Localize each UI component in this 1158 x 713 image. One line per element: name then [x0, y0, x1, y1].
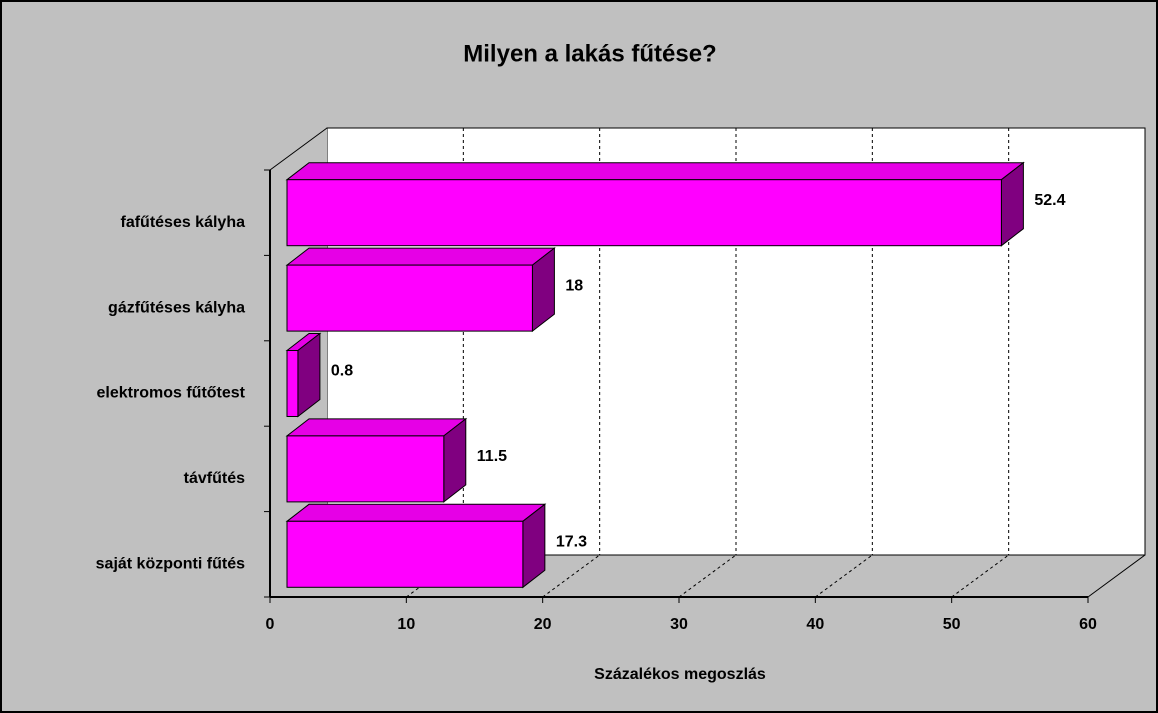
bar	[286, 520, 524, 588]
axis-line	[269, 127, 328, 171]
x-tick-label: 30	[670, 616, 688, 633]
value-label: 11.5	[477, 448, 507, 465]
x-tick-label: 0	[266, 616, 275, 633]
y-tick-label: távfűtés	[184, 470, 245, 487]
value-label: 17.3	[556, 534, 587, 551]
bar	[286, 179, 1002, 247]
x-tick-label: 50	[943, 616, 961, 633]
bar-top	[285, 503, 547, 522]
bar	[286, 435, 445, 503]
bar	[286, 264, 533, 332]
y-tick-label: elektromos fűtőtest	[97, 385, 246, 402]
x-tick-label: 20	[534, 616, 552, 633]
chart-title: Milyen a lakás fűtése?	[463, 40, 716, 67]
y-tick-label: fafűtéses kályha	[120, 214, 245, 231]
x-tick-label: 60	[1079, 616, 1097, 633]
value-label: 0.8	[331, 363, 353, 380]
axis-line	[1087, 554, 1146, 598]
x-tick-label: 10	[397, 616, 415, 633]
y-tick-label: saját központi fűtés	[96, 556, 245, 573]
bar	[286, 350, 299, 417]
y-tick-label: gázfűtéses kályha	[108, 299, 245, 316]
x-tick-label: 40	[806, 616, 824, 633]
bar-top	[285, 162, 1025, 181]
value-label: 18	[565, 277, 583, 294]
value-label: 52.4	[1034, 192, 1065, 209]
bar-top	[285, 247, 556, 266]
x-axis-title: Százalékos megoszlás	[594, 666, 766, 683]
bar-top	[285, 418, 468, 437]
